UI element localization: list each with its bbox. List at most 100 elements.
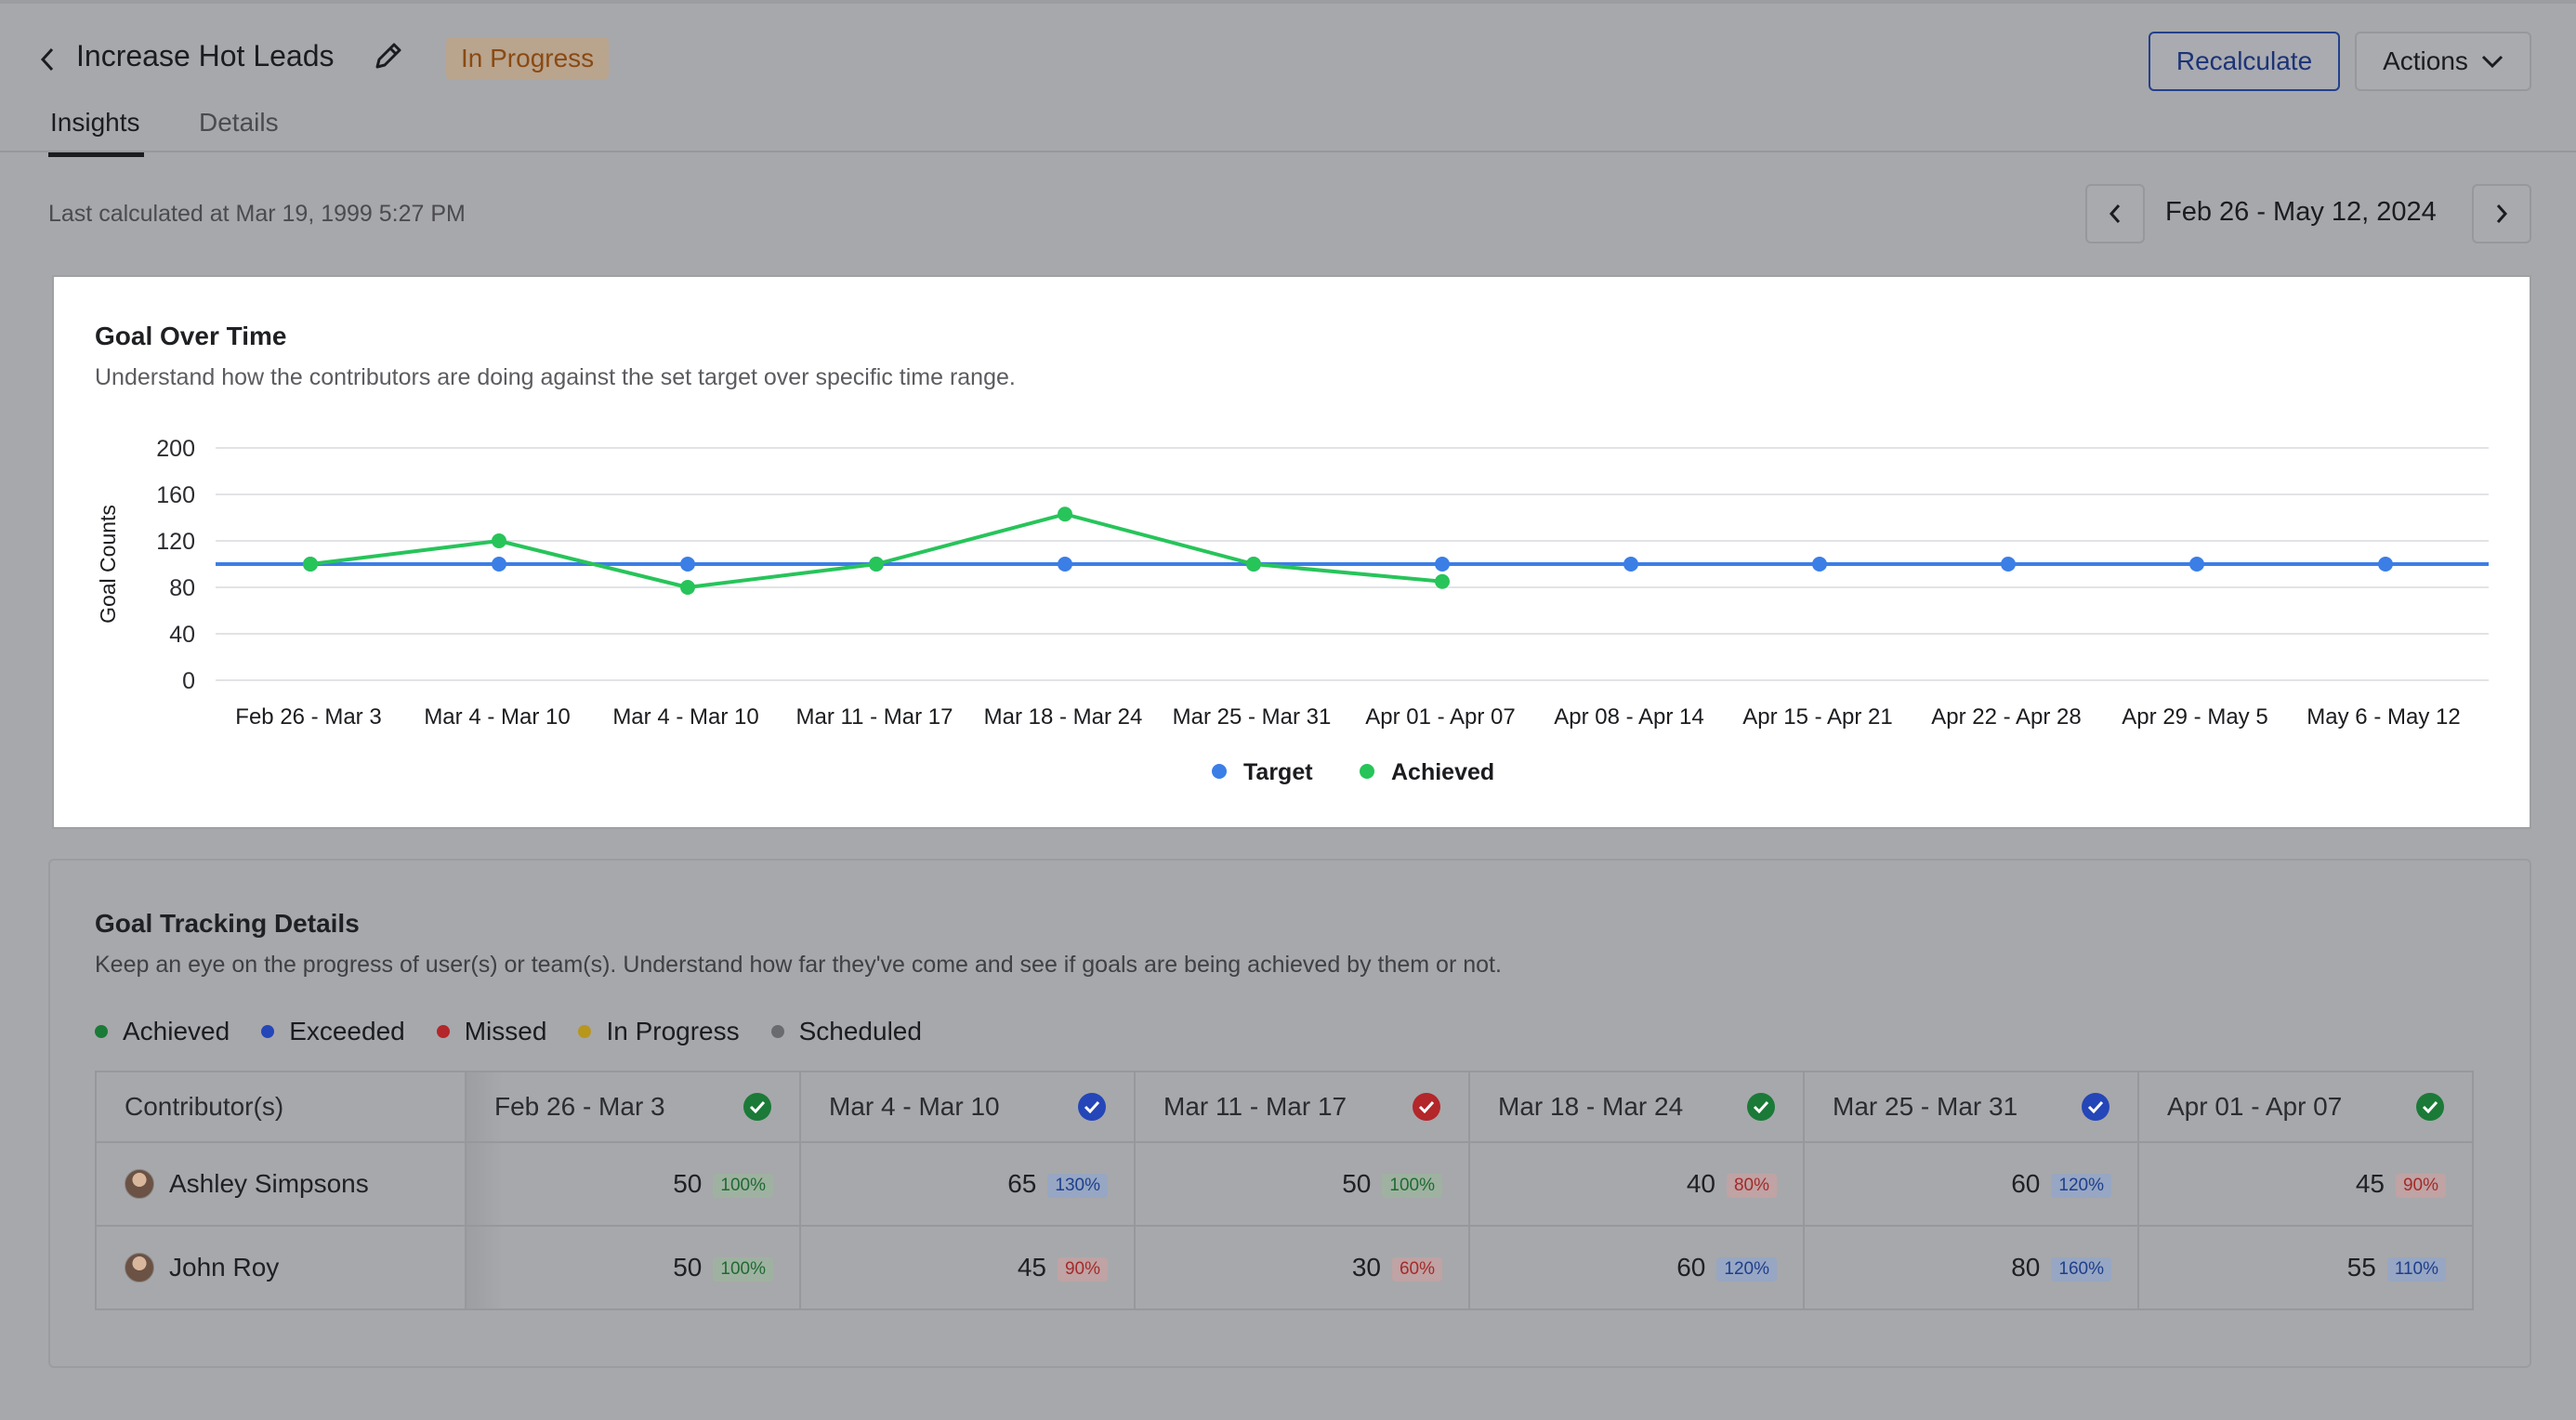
details-title: Goal Tracking Details bbox=[95, 909, 360, 938]
percent-badge: 130% bbox=[1047, 1173, 1108, 1198]
legend-scheduled: Scheduled bbox=[770, 1017, 922, 1046]
next-range-button[interactable] bbox=[2472, 184, 2531, 243]
contributor-name: John Roy bbox=[169, 1253, 280, 1282]
y-axis-label: Goal Counts bbox=[96, 505, 120, 624]
achieved-point bbox=[1058, 506, 1072, 522]
column-label: Contributor(s) bbox=[125, 1092, 284, 1121]
value-cell: 60 120% bbox=[1803, 1141, 2139, 1227]
goal-tracking-details-card: Goal Tracking Details Keep an eye on the… bbox=[48, 859, 2531, 1368]
achieved-point bbox=[1246, 557, 1261, 572]
tab-details[interactable]: Details bbox=[199, 108, 279, 137]
column-label: Mar 18 - Mar 24 bbox=[1498, 1092, 1684, 1121]
legend-label: Target bbox=[1243, 759, 1313, 785]
missed-dot-icon bbox=[436, 1025, 450, 1038]
cell-value: 65 bbox=[1007, 1169, 1037, 1198]
value-cell: 50 100% bbox=[1134, 1141, 1470, 1227]
column-header-week: Apr 01 - Apr 07 bbox=[2137, 1071, 2474, 1143]
missed-check-icon bbox=[1413, 1093, 1440, 1121]
achieved-point bbox=[1435, 573, 1450, 589]
back-button[interactable] bbox=[32, 41, 63, 78]
scheduled-dot-icon bbox=[770, 1025, 784, 1038]
cell-value: 50 bbox=[673, 1169, 703, 1198]
percent-badge: 80% bbox=[1726, 1173, 1777, 1198]
tab-insights[interactable]: Insights bbox=[48, 108, 143, 157]
avatar bbox=[125, 1253, 154, 1282]
legend-label: Achieved bbox=[123, 1017, 230, 1045]
page-header: Increase Hot Leads In Progress Insights … bbox=[0, 4, 2576, 157]
y-tick-label: 80 bbox=[169, 575, 195, 601]
contributor-cell: Ashley Simpsons bbox=[95, 1141, 467, 1227]
legend-achieved: Achieved bbox=[95, 1017, 230, 1046]
table-row[interactable]: Ashley Simpsons 50 100% 65 130% 50 100% 40 8… bbox=[95, 1141, 2474, 1227]
x-tick-label: Apr 08 - Apr 14 bbox=[1554, 704, 1703, 730]
recalculate-button[interactable]: Recalculate bbox=[2149, 32, 2340, 91]
table-row[interactable]: John Roy 50 100% 45 90% 30 60% 60 120% 80 160… bbox=[95, 1225, 2474, 1310]
status-badge: In Progress bbox=[446, 37, 610, 80]
x-tick-label: Mar 4 - Mar 10 bbox=[612, 704, 758, 730]
y-tick-label: 200 bbox=[156, 436, 195, 462]
legend-label: In Progress bbox=[606, 1017, 740, 1045]
cell-value: 50 bbox=[1342, 1169, 1372, 1198]
date-range-label: Feb 26 - May 12, 2024 bbox=[2165, 197, 2437, 227]
value-cell: 55 110% bbox=[2137, 1225, 2474, 1310]
in-progress-dot-icon bbox=[578, 1025, 592, 1038]
last-calculated-text: Last calculated at Mar 19, 1999 5:27 PM bbox=[48, 201, 466, 227]
cell-value: 80 bbox=[2011, 1253, 2041, 1282]
legend-missed: Missed bbox=[436, 1017, 546, 1046]
percent-badge: 100% bbox=[713, 1256, 773, 1282]
value-cell: 50 100% bbox=[465, 1225, 801, 1310]
column-header-week: Feb 26 - Mar 3 bbox=[465, 1071, 801, 1143]
achieved-point bbox=[492, 533, 506, 548]
column-label: Mar 11 - Mar 17 bbox=[1163, 1092, 1347, 1121]
x-tick-label: Feb 26 - Mar 3 bbox=[235, 704, 381, 730]
legend-in-progress: In Progress bbox=[578, 1017, 740, 1046]
x-tick-label: Apr 29 - May 5 bbox=[2122, 704, 2267, 730]
cell-value: 45 bbox=[2355, 1169, 2385, 1198]
value-cell: 65 130% bbox=[799, 1141, 1136, 1227]
cell-value: 60 bbox=[1676, 1253, 1706, 1282]
y-tick-label: 120 bbox=[156, 529, 195, 555]
top-border bbox=[0, 0, 2576, 4]
chevron-right-icon bbox=[2496, 204, 2508, 223]
cell-value: 50 bbox=[673, 1253, 703, 1282]
column-header-week: Mar 11 - Mar 17 bbox=[1134, 1071, 1470, 1143]
legend-achieved-dot bbox=[1360, 764, 1374, 779]
goal-over-time-card: Goal Over Time Understand how the contri… bbox=[52, 275, 2531, 829]
actions-label: Actions bbox=[2383, 46, 2468, 75]
recalculate-label: Recalculate bbox=[2175, 46, 2313, 75]
column-header-week: Mar 18 - Mar 24 bbox=[1468, 1071, 1805, 1143]
chart-card-title: Goal Over Time bbox=[95, 322, 287, 350]
goal-over-time-chart: 0 40 80 120 160 200 Goal Counts Feb 26 - Mar 3 M… bbox=[96, 436, 2489, 785]
chevron-left-icon bbox=[2109, 204, 2121, 223]
target-point bbox=[1812, 557, 1827, 572]
status-legend: Achieved Exceeded Missed In Progress Sch… bbox=[95, 1017, 922, 1046]
column-header-week: Mar 25 - Mar 31 bbox=[1803, 1071, 2139, 1143]
exceeded-dot-icon bbox=[261, 1025, 275, 1038]
chart-card-subtitle: Understand how the contributors are doin… bbox=[95, 364, 1016, 390]
previous-range-button[interactable] bbox=[2085, 184, 2145, 243]
legend-exceeded: Exceeded bbox=[261, 1017, 405, 1046]
percent-badge: 90% bbox=[2395, 1173, 2446, 1198]
target-point bbox=[1623, 557, 1638, 572]
x-tick-label: Mar 25 - Mar 31 bbox=[1173, 704, 1332, 730]
achieved-check-icon bbox=[1747, 1093, 1775, 1121]
cell-value: 30 bbox=[1351, 1253, 1381, 1282]
pencil-icon bbox=[375, 43, 401, 69]
target-point bbox=[1435, 557, 1450, 572]
achieved-dot-icon bbox=[95, 1025, 108, 1038]
column-label: Feb 26 - Mar 3 bbox=[494, 1092, 665, 1121]
cell-value: 60 bbox=[2011, 1169, 2041, 1198]
series-line-achieved bbox=[309, 512, 1443, 589]
x-tick-label: Mar 11 - Mar 17 bbox=[796, 704, 953, 730]
target-point bbox=[680, 557, 695, 572]
actions-dropdown[interactable]: Actions bbox=[2355, 32, 2531, 91]
y-tick-label: 40 bbox=[169, 622, 195, 648]
achieved-point bbox=[869, 557, 884, 572]
x-tick-label: Apr 15 - Apr 21 bbox=[1742, 704, 1892, 730]
details-subtitle: Keep an eye on the progress of user(s) o… bbox=[95, 952, 1502, 978]
cell-value: 45 bbox=[1017, 1253, 1046, 1282]
achieved-check-icon bbox=[743, 1093, 771, 1121]
edit-title-button[interactable] bbox=[370, 39, 405, 74]
legend-label: Achieved bbox=[1391, 759, 1494, 785]
contributor-name: Ashley Simpsons bbox=[169, 1169, 369, 1198]
